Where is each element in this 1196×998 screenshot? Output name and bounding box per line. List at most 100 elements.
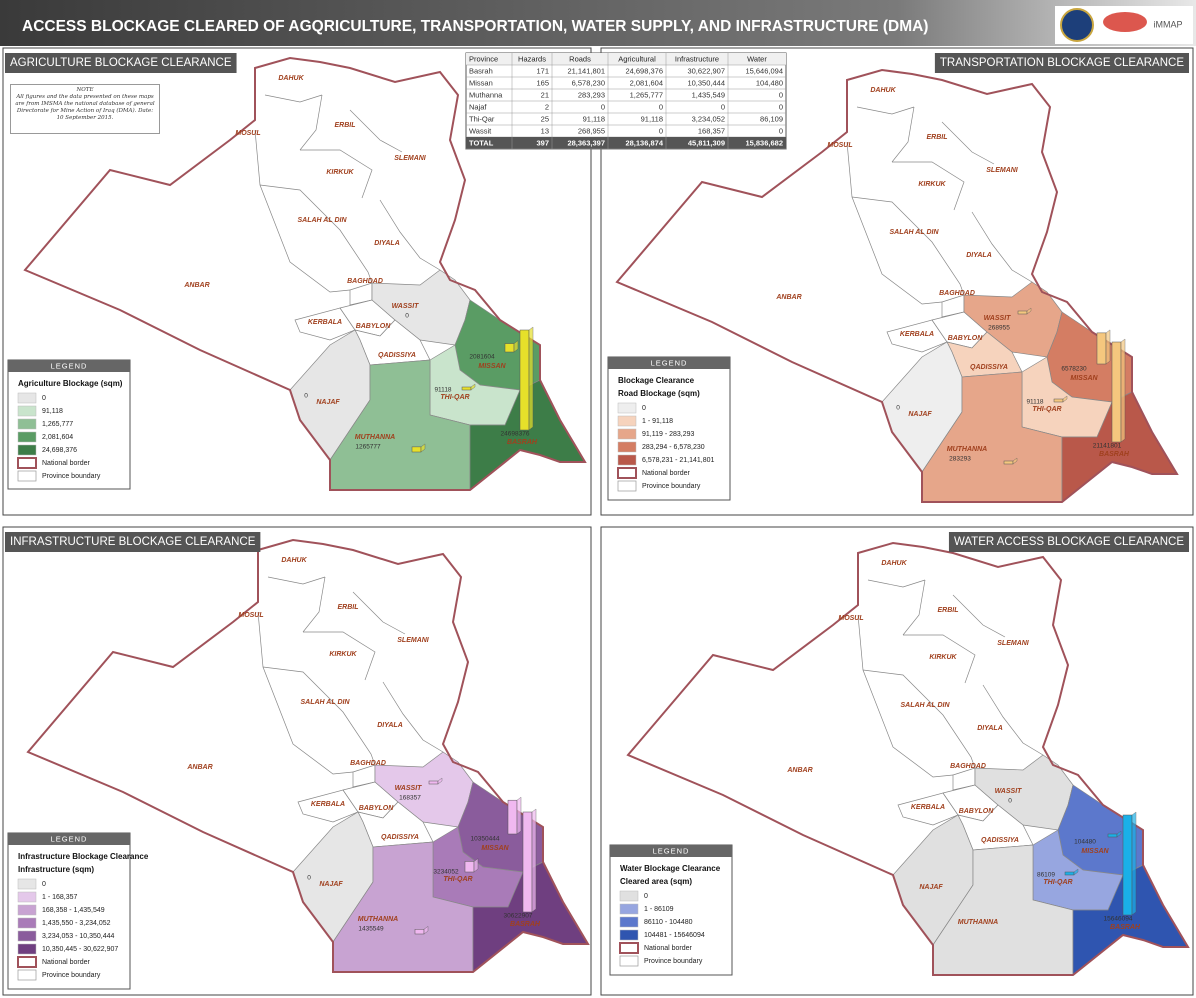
province-label: DIYALA: [977, 725, 1003, 732]
province-label: MOSUL: [238, 612, 263, 619]
value-bar-side: [1116, 830, 1122, 838]
province-label: THI-QAR: [440, 394, 469, 401]
legend-swatch: [17, 891, 37, 903]
table-cell: 1,265,777: [630, 90, 663, 99]
legend-header-bg: [8, 360, 130, 372]
value-label: 1265777: [355, 444, 381, 451]
panel-title-text: INFRASTRUCTURE BLOCKAGE CLEARANCE: [10, 536, 256, 548]
legend-subtitle: Road Blockage (sqm): [618, 389, 700, 398]
legend-item-label: 104481 - 15646094: [644, 932, 705, 939]
legend-swatch: [617, 441, 637, 453]
province-label: SALAH AL DIN: [298, 217, 348, 224]
legend-item-label: 86110 - 104480: [644, 919, 693, 926]
legend-header: LEGEND: [651, 358, 688, 367]
table-total-cell: 28,136,874: [625, 138, 663, 147]
legend-item-label: National border: [42, 959, 91, 966]
value-label: 0: [1008, 798, 1012, 805]
table-total-cell: 397: [536, 138, 549, 147]
province-boundary: [264, 94, 323, 103]
panel-title-text: TRANSPORTATION BLOCKAGE CLEARANCE: [940, 57, 1184, 69]
table-cell: 0: [659, 126, 663, 135]
table-total-cell: 15,836,682: [745, 138, 783, 147]
map: 268955 0 6578230 91118 283293 21141801 DAHUK MO…: [615, 68, 1179, 503]
value-bar: [414, 929, 425, 935]
province-label: MOSUL: [827, 142, 852, 149]
province: [886, 319, 948, 353]
legend-item-label: 1,435,550 - 3,234,052: [42, 920, 111, 927]
table-cell: 2: [545, 102, 549, 111]
province-label: BASRAH: [1110, 924, 1141, 931]
value-label: 30622907: [504, 913, 533, 920]
map-panel: 0 104480 86109 15646094 DAHUK MOSUL ERBIL SLEMA…: [600, 526, 1194, 996]
legend: LEGEND Blockage Clearance Road Blockage (s…: [607, 356, 731, 501]
value-bar: [1053, 398, 1064, 403]
province-label: WASSIT: [392, 303, 420, 310]
legend-swatch: [17, 956, 37, 968]
province-label: BABYLON: [959, 808, 995, 815]
province-label: KIRKUK: [329, 651, 357, 658]
province-label: BABYLON: [359, 805, 395, 812]
legend-item-label: 6,578,231 - 21,141,801: [642, 457, 715, 464]
value-label: 2081604: [469, 354, 495, 361]
table-cell: 1,435,549: [692, 90, 725, 99]
map: 168357 0 10350444 3234052 1435549 30622907 DAH…: [26, 538, 590, 973]
province: [294, 307, 356, 341]
province-label: QADISSIYA: [381, 834, 419, 841]
province-boundary: [302, 576, 326, 633]
table-header-cell: Roads: [569, 54, 591, 63]
province-label: ANBAR: [183, 282, 209, 289]
legend-item-label: 1 - 91,118: [642, 418, 673, 425]
province-label: MISSAN: [478, 363, 506, 370]
province-label: BAGHDAD: [939, 290, 975, 297]
panel-title-bg: [934, 53, 1189, 73]
province-label: MUTHANNA: [358, 916, 398, 923]
legend-swatch: [17, 418, 37, 430]
table-cell: Thi-Qar: [469, 114, 495, 123]
note-box: NOTE All figures and the data presented …: [10, 84, 160, 134]
province-label: KERBALA: [311, 801, 345, 808]
table-total-cell: 28,363,397: [567, 138, 605, 147]
legend-swatch: [17, 878, 37, 890]
value-bar-side: [1026, 307, 1032, 315]
table-cell: 2,081,604: [630, 78, 663, 87]
province-label: ERBIL: [927, 134, 948, 141]
table-cell: Najaf: [469, 102, 487, 111]
table-cell: 24,698,376: [625, 66, 663, 75]
table-cell: 0: [779, 102, 783, 111]
value-bar: [1096, 332, 1107, 365]
value-bar: [1003, 460, 1014, 465]
legend-swatch: [617, 454, 637, 466]
national-border: [615, 68, 1179, 503]
province-label: KERBALA: [900, 331, 934, 338]
province-label: BASRAH: [507, 439, 538, 446]
table-cell: 86,109: [760, 114, 783, 123]
value-label: 15646094: [1104, 916, 1133, 923]
value-bar-side: [1105, 329, 1111, 365]
legend-item-label: 1 - 168,357: [42, 894, 78, 901]
province-label: BAGHDAD: [350, 760, 386, 767]
legend-item-label: Province boundary: [42, 972, 101, 979]
province-label: BAGHDAD: [347, 278, 383, 285]
table-cell: Basrah: [469, 66, 493, 75]
province-label: DAHUK: [281, 557, 307, 564]
province-boundary: [941, 121, 995, 165]
province-boundary: [902, 579, 926, 636]
value-bar: [522, 811, 533, 913]
table-cell: 91,118: [641, 114, 663, 123]
province-label: WASSIT: [984, 315, 1012, 322]
legend-swatch: [17, 431, 37, 443]
legend-header-bg: [8, 833, 130, 845]
legend-item-label: 91,118: [42, 408, 63, 415]
province-label: SALAH AL DIN: [901, 702, 951, 709]
province-boundary: [299, 94, 323, 151]
province-boundary: [971, 211, 1033, 283]
value-label: 283293: [949, 456, 971, 463]
table-cell: 268,955: [578, 126, 605, 135]
province: [297, 789, 359, 823]
table-row-bg: [466, 53, 786, 65]
value-bar: [428, 780, 439, 785]
table-header-cell: Water: [747, 54, 767, 63]
province-boundary: [867, 579, 926, 588]
value-label: 0: [405, 313, 409, 320]
note-title: NOTE: [76, 87, 94, 93]
